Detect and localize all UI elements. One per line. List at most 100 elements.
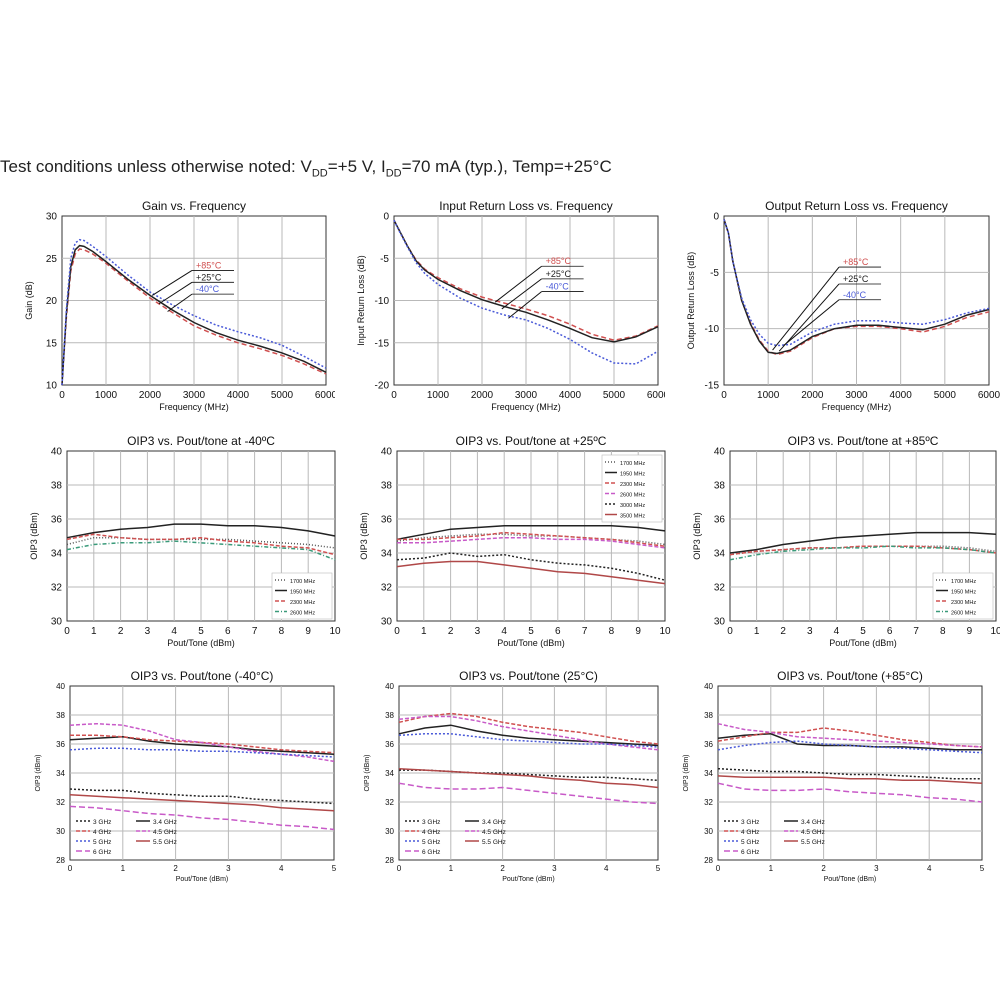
y-tick-label: 32 — [56, 798, 65, 807]
legend-label: 3000 MHz — [620, 503, 645, 509]
x-tick-label: 4 — [501, 626, 507, 637]
y-axis-label: OIP3 (dBm) — [35, 755, 42, 792]
series-line-2 — [61, 244, 327, 386]
series-line-2 — [729, 531, 997, 554]
x-tick-label: 9 — [967, 626, 973, 637]
y-tick-label: 32 — [704, 798, 713, 807]
annotation-leader-line — [158, 281, 193, 305]
series-line-1 — [66, 536, 336, 549]
y-tick-label: 34 — [381, 549, 393, 560]
series-line-7 — [69, 805, 335, 831]
test-conditions-heading: Test conditions unless otherwise noted: … — [0, 157, 612, 179]
chart-title: OIP3 vs. Pout/tone at -40ºC — [127, 434, 275, 448]
x-axis-label: Frequency (MHz) — [491, 402, 561, 412]
y-tick-label: 30 — [51, 617, 63, 628]
series-line-5 — [717, 740, 983, 754]
series-line-4 — [729, 545, 997, 561]
x-tick-label: 5 — [332, 864, 337, 873]
chart-title: OIP3 vs. Pout/tone (-40°C) — [131, 669, 274, 683]
x-tick-label: 2 — [500, 864, 505, 873]
x-axis-label: Pout/Tone (dBm) — [497, 638, 565, 648]
chart-gain-vs-frequency: 0 1000 2000 3000 4000 5000 6000 10 15 20 25 30 Gain … — [24, 199, 335, 412]
y-tick-label: 40 — [56, 682, 65, 691]
legend-label: 3.4 GHz — [153, 819, 177, 826]
x-tick-label: 3 — [145, 626, 151, 637]
x-tick-label: 10 — [659, 626, 671, 637]
x-tick-label: 1 — [421, 626, 427, 637]
y-tick-label: 34 — [704, 769, 713, 778]
x-tick-label: 4000 — [227, 390, 250, 401]
x-tick-label: 5 — [198, 626, 204, 637]
x-tick-label: 6000 — [315, 390, 335, 401]
x-tick-label: 8 — [940, 626, 946, 637]
x-tick-label: 6 — [887, 626, 893, 637]
x-tick-label: 0 — [68, 864, 73, 873]
x-tick-label: 0 — [391, 390, 397, 401]
x-tick-label: 6000 — [647, 390, 665, 401]
y-tick-label: -20 — [375, 381, 390, 392]
y-tick-label: -10 — [375, 296, 390, 307]
series-line-6 — [396, 560, 666, 585]
x-tick-label: 5 — [980, 864, 985, 873]
x-tick-label: 1 — [449, 864, 454, 873]
legend-label: 3 GHz — [422, 819, 440, 826]
x-tick-label: 3 — [552, 864, 557, 873]
x-tick-label: 4 — [927, 864, 932, 873]
series-line-6 — [69, 794, 335, 812]
legend-label: 6 GHz — [422, 849, 440, 856]
y-tick-label: -5 — [710, 268, 719, 279]
y-tick-label: 34 — [51, 549, 63, 560]
x-tick-label: 4 — [604, 864, 609, 873]
y-tick-label: 40 — [714, 447, 726, 458]
x-tick-label: 1 — [769, 864, 774, 873]
x-tick-label: 1000 — [757, 390, 780, 401]
legend-label: 6 GHz — [93, 849, 111, 856]
annotation-label: +25°C — [843, 274, 869, 284]
series-line-1 — [61, 248, 327, 386]
annotation-label: +85°C — [196, 260, 222, 270]
y-tick-label: 38 — [704, 711, 713, 720]
y-tick-label: 36 — [714, 515, 726, 526]
annotation-leader-line — [783, 299, 840, 346]
y-tick-label: 38 — [385, 711, 394, 720]
annotation-leader-line — [151, 270, 193, 296]
y-axis-label: OIP3 (dBm) — [364, 755, 371, 792]
x-tick-label: 6 — [555, 626, 561, 637]
legend-label: 5 GHz — [741, 839, 759, 846]
x-tick-label: 9 — [305, 626, 311, 637]
series-line-3 — [723, 219, 990, 347]
chart-title: OIP3 vs. Pout/tone (25°C) — [459, 669, 598, 683]
y-tick-label: 0 — [713, 212, 719, 223]
annotation-label: -40°C — [843, 290, 867, 300]
legend-label: 5 GHz — [93, 839, 111, 846]
y-tick-label: 36 — [56, 740, 65, 749]
series-line-7 — [717, 782, 983, 803]
x-tick-label: 7 — [582, 626, 588, 637]
series-line-1 — [729, 545, 997, 556]
series-line-3 — [61, 238, 327, 386]
x-tick-label: 10 — [329, 626, 341, 637]
y-tick-label: 34 — [56, 769, 65, 778]
x-tick-label: 2000 — [801, 390, 824, 401]
y-tick-label: 30 — [46, 212, 58, 223]
chart-title: OIP3 vs. Pout/tone at +85ºC — [788, 434, 939, 448]
y-axis-label: OIP3 (dBm) — [359, 512, 369, 560]
x-axis-label: Frequency (MHz) — [822, 402, 892, 412]
series-line-5 — [398, 733, 659, 748]
y-axis-label: OIP3 (dBm) — [683, 755, 690, 792]
y-tick-label: -15 — [375, 338, 390, 349]
annotation-label: +85°C — [546, 256, 572, 266]
legend-label: 2300 MHz — [290, 600, 315, 606]
legend-label: 1700 MHz — [290, 579, 315, 585]
y-axis-label: Gain (dB) — [24, 281, 34, 320]
y-tick-label: 25 — [46, 254, 58, 265]
legend-label: 3 GHz — [741, 819, 759, 826]
series-line-1 — [399, 769, 659, 782]
x-tick-label: 3000 — [845, 390, 868, 401]
x-tick-label: 3000 — [515, 390, 538, 401]
chart-input-return-loss: 0 1000 2000 3000 4000 5000 6000 -20 -15 -10 -5 0 Inp… — [356, 199, 665, 412]
x-tick-label: 0 — [727, 626, 733, 637]
x-tick-label: 0 — [59, 390, 65, 401]
y-tick-label: 40 — [385, 682, 394, 691]
